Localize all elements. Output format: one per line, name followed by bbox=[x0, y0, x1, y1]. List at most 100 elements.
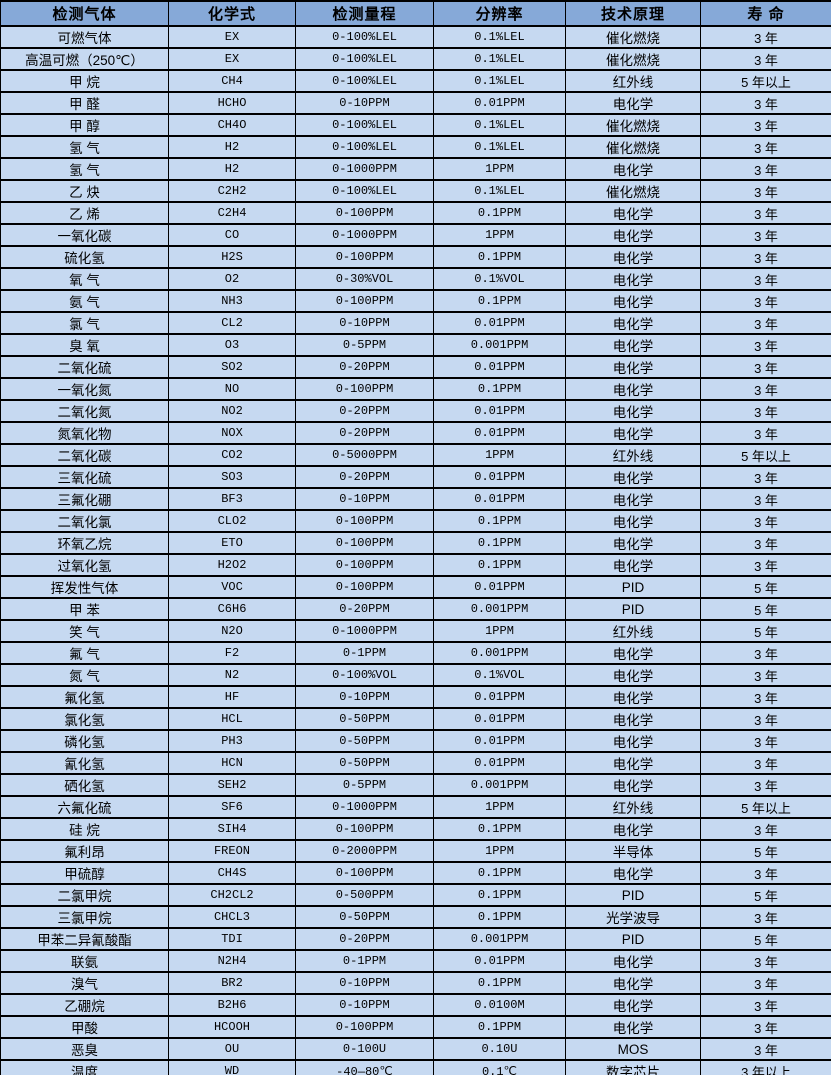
cell-gas-name: 一氧化碳 bbox=[0, 223, 169, 247]
cell-lifespan: 3 年 bbox=[700, 971, 831, 995]
cell-resolution: 0.001PPM bbox=[433, 927, 566, 951]
cell-gas-name: 三氟化硼 bbox=[0, 487, 169, 511]
cell-formula: SO2 bbox=[168, 355, 296, 379]
cell-resolution: 0.01PPM bbox=[433, 685, 566, 709]
table-row: 甲硫醇 CH4S 0-100PPM 0.1PPM 电化学 3 年 bbox=[0, 861, 831, 885]
cell-principle: 电化学 bbox=[565, 861, 701, 885]
table-row: 氟利昂 FREON 0-2000PPM 1PPM 半导体 5 年 bbox=[0, 839, 831, 863]
cell-lifespan: 3 年 bbox=[700, 509, 831, 533]
cell-formula: NO bbox=[168, 377, 296, 401]
table-row: 氯 气 CL2 0-10PPM 0.01PPM 电化学 3 年 bbox=[0, 311, 831, 335]
cell-formula: HF bbox=[168, 685, 296, 709]
cell-lifespan: 3 年 bbox=[700, 773, 831, 797]
column-header-resolution: 分辨率 bbox=[433, 0, 566, 27]
cell-formula: ETO bbox=[168, 531, 296, 555]
cell-formula: CH4S bbox=[168, 861, 296, 885]
cell-resolution: 0.01PPM bbox=[433, 575, 566, 599]
cell-resolution: 0.01PPM bbox=[433, 399, 566, 423]
cell-lifespan: 3 年 bbox=[700, 993, 831, 1017]
table-row: 二氧化碳 CO2 0-5000PPM 1PPM 红外线 5 年以上 bbox=[0, 443, 831, 467]
cell-principle: 电化学 bbox=[565, 377, 701, 401]
cell-principle: 电化学 bbox=[565, 817, 701, 841]
cell-gas-name: 二氯甲烷 bbox=[0, 883, 169, 907]
cell-lifespan: 3 年 bbox=[700, 1037, 831, 1061]
cell-principle: 电化学 bbox=[565, 553, 701, 577]
table-row: 一氧化碳 CO 0-1000PPM 1PPM 电化学 3 年 bbox=[0, 223, 831, 247]
cell-range: 0-100PPM bbox=[295, 201, 434, 225]
cell-formula: BR2 bbox=[168, 971, 296, 995]
cell-range: 0-2000PPM bbox=[295, 839, 434, 863]
cell-formula: SF6 bbox=[168, 795, 296, 819]
cell-resolution: 0.01PPM bbox=[433, 465, 566, 489]
table-row: 硫化氢 H2S 0-100PPM 0.1PPM 电化学 3 年 bbox=[0, 245, 831, 269]
cell-principle: 电化学 bbox=[565, 1015, 701, 1039]
cell-gas-name: 乙硼烷 bbox=[0, 993, 169, 1017]
cell-lifespan: 3 年 bbox=[700, 1015, 831, 1039]
cell-range: 0-100PPM bbox=[295, 289, 434, 313]
cell-principle: 红外线 bbox=[565, 795, 701, 819]
column-header-formula: 化学式 bbox=[168, 0, 296, 27]
table-row: 一氧化氮 NO 0-100PPM 0.1PPM 电化学 3 年 bbox=[0, 377, 831, 401]
cell-gas-name: 挥发性气体 bbox=[0, 575, 169, 599]
cell-range: 0-1000PPM bbox=[295, 223, 434, 247]
cell-principle: PID bbox=[565, 927, 701, 951]
cell-resolution: 0.1%LEL bbox=[433, 25, 566, 49]
cell-range: 0-5000PPM bbox=[295, 443, 434, 467]
cell-resolution: 0.1PPM bbox=[433, 883, 566, 907]
cell-range: 0-1PPM bbox=[295, 949, 434, 973]
table-row: 三氧化硫 SO3 0-20PPM 0.01PPM 电化学 3 年 bbox=[0, 465, 831, 489]
table-row: 硅 烷 SIH4 0-100PPM 0.1PPM 电化学 3 年 bbox=[0, 817, 831, 841]
cell-gas-name: 二氧化硫 bbox=[0, 355, 169, 379]
table-row: 甲酸 HCOOH 0-100PPM 0.1PPM 电化学 3 年 bbox=[0, 1015, 831, 1039]
cell-range: 0-10PPM bbox=[295, 971, 434, 995]
cell-range: 0-100PPM bbox=[295, 1015, 434, 1039]
table-row: 甲苯二异氰酸酯 TDI 0-20PPM 0.001PPM PID 5 年 bbox=[0, 927, 831, 951]
cell-formula: FREON bbox=[168, 839, 296, 863]
cell-lifespan: 3 年 bbox=[700, 91, 831, 115]
cell-gas-name: 一氧化氮 bbox=[0, 377, 169, 401]
table-row: 氢 气 H2 0-1000PPM 1PPM 电化学 3 年 bbox=[0, 157, 831, 181]
cell-resolution: 0.1PPM bbox=[433, 1015, 566, 1039]
cell-formula: EX bbox=[168, 47, 296, 71]
table-body: 可燃气体 EX 0-100%LEL 0.1%LEL 催化燃烧 3 年高温可燃（250℃） E… bbox=[0, 25, 831, 1075]
cell-gas-name: 氟利昂 bbox=[0, 839, 169, 863]
cell-range: 0-10PPM bbox=[295, 487, 434, 511]
cell-lifespan: 3 年 bbox=[700, 179, 831, 203]
cell-lifespan: 3 年 bbox=[700, 399, 831, 423]
table-row: 氟化氢 HF 0-10PPM 0.01PPM 电化学 3 年 bbox=[0, 685, 831, 709]
cell-formula: N2O bbox=[168, 619, 296, 643]
cell-formula: HCL bbox=[168, 707, 296, 731]
cell-lifespan: 3 年 bbox=[700, 949, 831, 973]
table-row: 氰化氢 HCN 0-50PPM 0.01PPM 电化学 3 年 bbox=[0, 751, 831, 775]
cell-range: 0-100PPM bbox=[295, 861, 434, 885]
table-row: 过氧化氢 H2O2 0-100PPM 0.1PPM 电化学 3 年 bbox=[0, 553, 831, 577]
cell-gas-name: 氢 气 bbox=[0, 135, 169, 159]
cell-lifespan: 3 年 bbox=[700, 201, 831, 225]
cell-range: 0-100%LEL bbox=[295, 47, 434, 71]
table-row: 氮氧化物 NOX 0-20PPM 0.01PPM 电化学 3 年 bbox=[0, 421, 831, 445]
cell-formula: CLO2 bbox=[168, 509, 296, 533]
cell-range: 0-100PPM bbox=[295, 575, 434, 599]
cell-formula: N2 bbox=[168, 663, 296, 687]
cell-range: 0-100PPM bbox=[295, 245, 434, 269]
cell-lifespan: 3 年 bbox=[700, 355, 831, 379]
cell-resolution: 1PPM bbox=[433, 443, 566, 467]
cell-principle: 电化学 bbox=[565, 311, 701, 335]
cell-gas-name: 甲 醛 bbox=[0, 91, 169, 115]
table-row: 二氯甲烷 CH2CL2 0-500PPM 0.1PPM PID 5 年 bbox=[0, 883, 831, 907]
cell-principle: 催化燃烧 bbox=[565, 47, 701, 71]
cell-formula: N2H4 bbox=[168, 949, 296, 973]
table-row: 温度 WD -40—80℃ 0.1℃ 数字芯片 3 年以上 bbox=[0, 1059, 831, 1075]
cell-formula: CL2 bbox=[168, 311, 296, 335]
cell-resolution: 0.01PPM bbox=[433, 421, 566, 445]
cell-formula: CHCL3 bbox=[168, 905, 296, 929]
cell-formula: WD bbox=[168, 1059, 296, 1075]
cell-resolution: 0.01PPM bbox=[433, 707, 566, 731]
cell-principle: 红外线 bbox=[565, 69, 701, 93]
cell-gas-name: 硅 烷 bbox=[0, 817, 169, 841]
cell-principle: 催化燃烧 bbox=[565, 135, 701, 159]
cell-formula: C2H2 bbox=[168, 179, 296, 203]
cell-range: 0-100%LEL bbox=[295, 113, 434, 137]
cell-range: 0-50PPM bbox=[295, 905, 434, 929]
cell-principle: 电化学 bbox=[565, 751, 701, 775]
